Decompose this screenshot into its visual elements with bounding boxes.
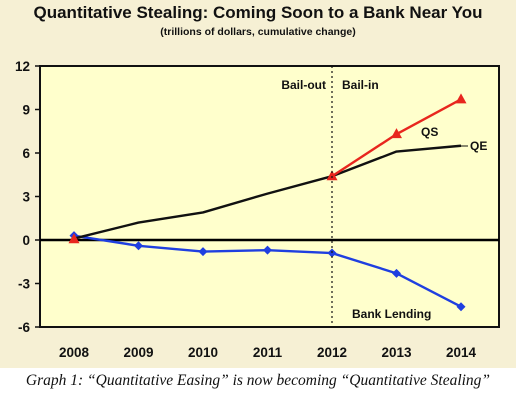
x-tick-label: 2011 xyxy=(253,345,283,360)
y-tick-label: -3 xyxy=(18,277,30,292)
y-tick-label: 0 xyxy=(22,233,30,248)
x-tick-label: 2014 xyxy=(446,345,477,360)
figure-caption: Graph 1: “Quantitative Easing” is now be… xyxy=(25,372,491,389)
x-tick-label: 2013 xyxy=(381,345,412,360)
y-tick-label: -6 xyxy=(18,320,30,335)
bank-lending-point xyxy=(263,245,272,255)
qs-point xyxy=(326,170,338,181)
chart-subtitle: (trillions of dollars, cumulative change… xyxy=(160,26,356,38)
x-tick-label: 2010 xyxy=(188,345,218,360)
bank-lending-point xyxy=(456,302,466,312)
series-label-qe: QE xyxy=(470,139,487,153)
x-axis-ticks: 2008 2009 2010 2011 2012 2013 2014 xyxy=(59,345,477,360)
annotation-layer: Bail-out Bail-in QE QS Bank Lending xyxy=(281,66,487,327)
qs-point xyxy=(391,128,402,139)
bail-in-label: Bail-in xyxy=(342,78,379,92)
series-label-qs: QS xyxy=(421,125,438,139)
x-tick-label: 2012 xyxy=(317,345,347,360)
bank-lending-point xyxy=(327,248,337,258)
x-tick-label: 2008 xyxy=(59,345,90,360)
y-tick-label: 6 xyxy=(22,146,30,161)
plot-frame xyxy=(39,65,500,328)
x-tick-label: 2009 xyxy=(123,345,153,360)
y-axis-ticks: 12 9 6 3 0 -3 -6 xyxy=(15,59,40,335)
bank-lending-point xyxy=(198,247,208,257)
y-tick-label: 3 xyxy=(22,190,30,205)
y-tick-label: 12 xyxy=(15,59,30,74)
chart-title: Quantitative Stealing: Coming Soon to a … xyxy=(33,3,483,22)
bank-lending-point xyxy=(134,241,143,251)
bail-out-label: Bail-out xyxy=(281,78,326,92)
qs-point xyxy=(455,93,467,104)
y-tick-label: 9 xyxy=(22,103,30,118)
plot-area xyxy=(39,65,500,328)
bank-lending-point xyxy=(392,268,401,278)
start-point xyxy=(68,233,80,244)
series-label-bank-lending: Bank Lending xyxy=(352,307,431,321)
series-line-qe xyxy=(73,144,462,240)
series-layer xyxy=(68,93,467,312)
